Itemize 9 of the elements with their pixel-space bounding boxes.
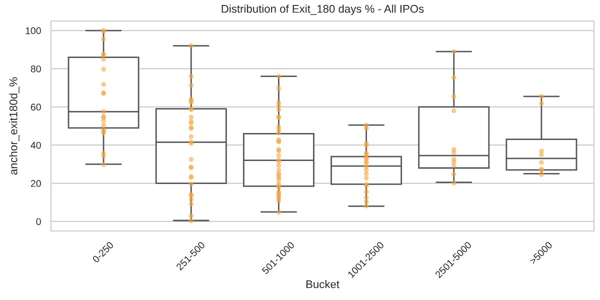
y-axis-title: anchor_exit180d_% bbox=[9, 77, 20, 175]
y-tick-label: 100 bbox=[26, 27, 41, 34]
y-tick-label: 60 bbox=[30, 104, 41, 111]
x-axis-title: Bucket bbox=[306, 280, 340, 288]
y-tick-label: 40 bbox=[30, 142, 41, 149]
chart-title: Distribution of Exit_180 days % - All IPOs bbox=[222, 4, 424, 15]
y-tick-label: 0 bbox=[36, 218, 41, 226]
y-tick-label: 80 bbox=[30, 65, 41, 72]
y-tick-label: 20 bbox=[30, 180, 41, 187]
